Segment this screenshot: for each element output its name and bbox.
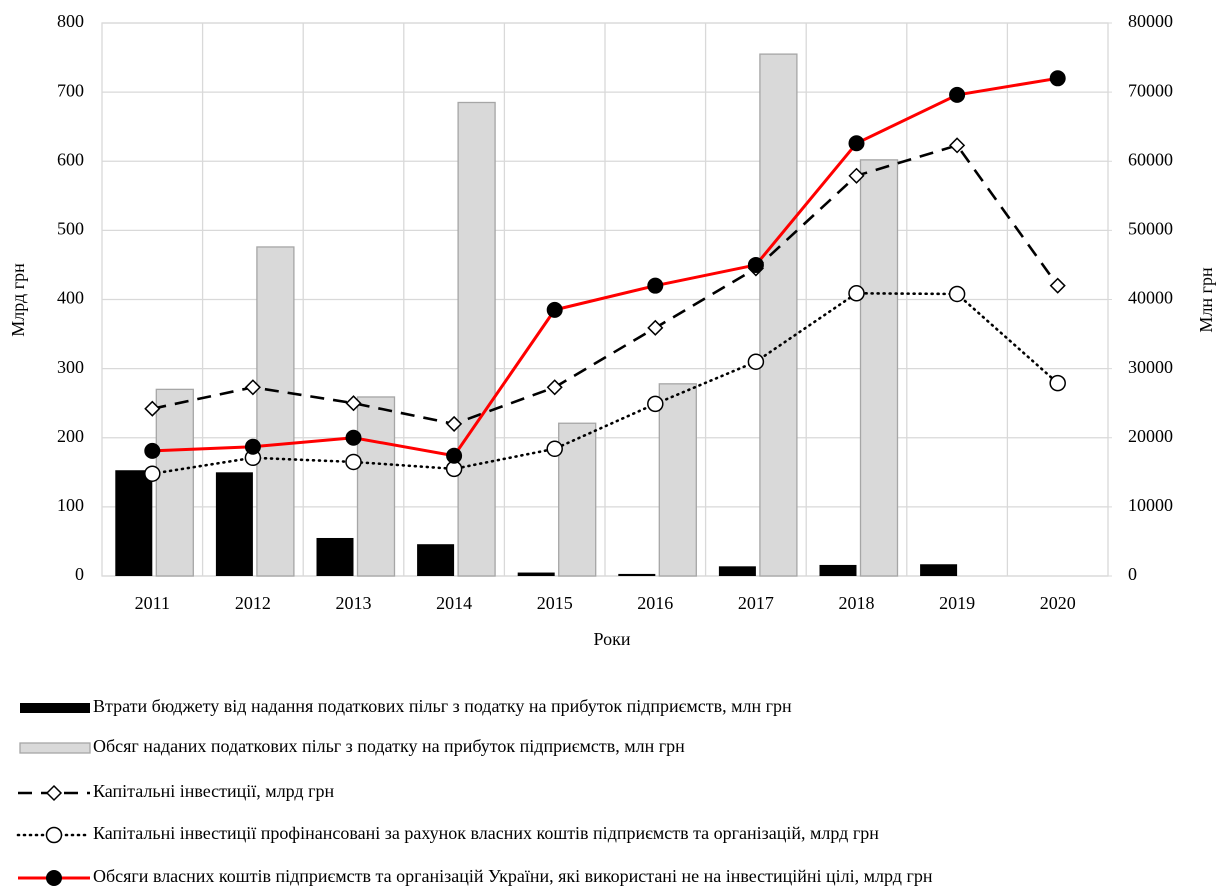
marker xyxy=(244,438,261,455)
bar xyxy=(558,422,597,577)
marker xyxy=(848,285,865,302)
legend-label: Обсяг наданих податкових пільг з податку… xyxy=(93,736,685,756)
marker xyxy=(546,379,563,396)
legend-swatch xyxy=(20,703,90,713)
bar xyxy=(316,537,354,576)
marker xyxy=(949,86,966,103)
y-tick-label: 100 xyxy=(57,495,84,515)
y-tick-label: 200 xyxy=(57,426,84,446)
bar xyxy=(920,564,958,576)
marker xyxy=(345,395,362,412)
y-tick-label: 400 xyxy=(57,288,84,308)
marker xyxy=(949,137,966,154)
y2-tick-label: 30000 xyxy=(1128,357,1173,377)
y2-tick-label: 70000 xyxy=(1128,80,1173,100)
legend-marker xyxy=(45,784,63,802)
bar xyxy=(356,396,396,577)
x-tick-label: 2011 xyxy=(135,593,170,613)
bar xyxy=(256,246,295,577)
marker xyxy=(244,379,261,396)
y2-tick-label: 0 xyxy=(1128,564,1137,584)
y2-tick-label: 80000 xyxy=(1128,11,1173,31)
y-tick-label: 800 xyxy=(57,11,84,31)
y-tick-label: 0 xyxy=(75,564,84,584)
bar xyxy=(718,566,756,576)
bar xyxy=(215,472,253,576)
marker xyxy=(1049,277,1066,294)
bar xyxy=(517,572,555,576)
marker xyxy=(747,256,764,273)
y2-tick-label: 60000 xyxy=(1128,149,1173,169)
marker xyxy=(848,167,865,184)
marker xyxy=(948,285,966,303)
marker xyxy=(647,395,664,413)
plot-border xyxy=(101,22,1109,577)
x-tick-label: 2012 xyxy=(235,593,271,613)
x-tick-label: 2017 xyxy=(738,593,774,613)
x-tick-label: 2018 xyxy=(839,593,875,613)
x-tick-label: 2020 xyxy=(1040,593,1076,613)
y-tick-label: 300 xyxy=(57,357,84,377)
x-tick-label: 2013 xyxy=(336,593,372,613)
bar xyxy=(115,470,153,576)
y-tick-label: 500 xyxy=(57,219,84,239)
bar xyxy=(859,159,899,577)
legend-marker xyxy=(46,870,62,886)
marker xyxy=(647,319,664,336)
marker xyxy=(546,440,563,458)
x-tick-label: 2014 xyxy=(436,593,472,613)
marker xyxy=(747,353,765,370)
bar xyxy=(417,544,455,576)
bar xyxy=(658,383,697,577)
y2-tick-label: 40000 xyxy=(1128,288,1173,308)
y2-axis-label: Млн грн xyxy=(1196,267,1216,333)
x-axis-label: Роки xyxy=(594,629,631,649)
x-tick-label: 2016 xyxy=(637,593,673,613)
legend-label: Капітальні інвестиції профінансовані за … xyxy=(93,823,879,843)
x-tick-label: 2019 xyxy=(939,593,975,613)
legend-label: Обсяги власних коштів підприємств та орг… xyxy=(93,866,933,886)
legend-label: Втрати бюджету від надання податкових пі… xyxy=(93,696,792,716)
y-tick-label: 700 xyxy=(57,80,84,100)
marker xyxy=(144,465,161,482)
marker xyxy=(144,400,161,417)
marker xyxy=(546,301,563,318)
y2-tick-label: 10000 xyxy=(1128,495,1173,515)
y-axis-label: Млрд грн xyxy=(8,263,28,337)
line xyxy=(151,291,1059,475)
bar xyxy=(759,53,798,577)
marker xyxy=(345,429,362,446)
marker xyxy=(144,442,161,459)
bar xyxy=(155,388,194,577)
y-tick-label: 600 xyxy=(57,149,84,169)
bar xyxy=(819,564,857,576)
line xyxy=(152,76,1058,458)
legend-marker xyxy=(45,826,63,844)
line xyxy=(152,143,1059,426)
marker xyxy=(647,277,664,294)
marker xyxy=(848,135,865,152)
y2-tick-label: 50000 xyxy=(1128,219,1173,239)
legend-label: Капітальні інвестиції, млрд грн xyxy=(93,781,334,801)
x-tick-label: 2015 xyxy=(537,593,573,613)
y2-tick-label: 20000 xyxy=(1128,426,1173,446)
bar xyxy=(618,573,656,576)
marker xyxy=(345,453,362,471)
bar xyxy=(457,101,496,577)
legend-swatch xyxy=(19,742,91,754)
marker xyxy=(446,415,463,432)
marker xyxy=(1049,70,1066,87)
marker xyxy=(446,447,463,464)
marker xyxy=(1049,374,1066,392)
